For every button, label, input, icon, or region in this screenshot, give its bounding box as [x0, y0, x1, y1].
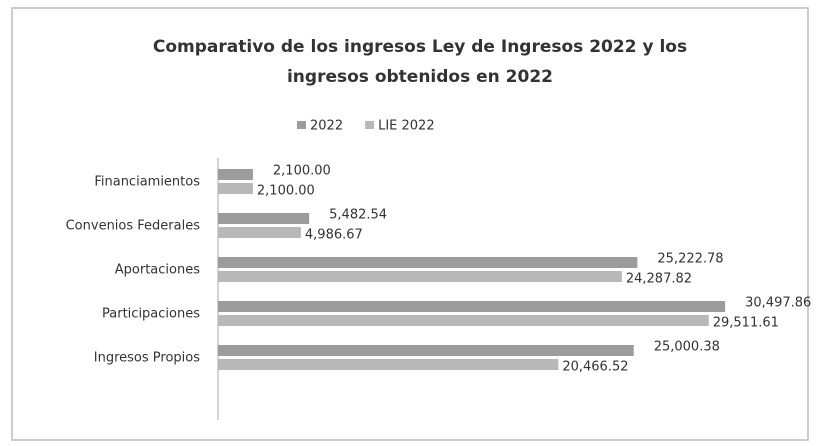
y-tick-label: Aportaciones	[115, 263, 200, 278]
bar	[218, 257, 638, 268]
value-label: 30,497.86	[745, 296, 811, 311]
y-tick-label: Convenios Federales	[66, 219, 201, 234]
bar	[218, 359, 559, 370]
value-label: 29,511.61	[713, 316, 779, 331]
legend-label: LIE 2022	[378, 119, 435, 134]
bar	[218, 183, 253, 194]
value-label: 2,100.00	[273, 164, 331, 179]
value-label: 25,222.78	[657, 252, 723, 267]
value-label: 2,100.00	[257, 184, 315, 199]
y-tick-label: Ingresos Propios	[94, 351, 200, 366]
bar	[218, 227, 301, 238]
value-label: 25,000.38	[654, 340, 720, 355]
value-label: 20,466.52	[562, 360, 628, 375]
y-tick-label: Financiamientos	[94, 175, 200, 190]
bar	[218, 213, 310, 224]
legend-swatch	[365, 121, 375, 129]
bar	[218, 301, 726, 312]
legend-label: 2022	[310, 119, 343, 134]
value-label: 24,287.82	[626, 272, 692, 287]
bar	[218, 345, 634, 356]
value-label: 4,986.67	[305, 228, 363, 243]
bar	[218, 271, 622, 282]
title-line: ingresos obtenidos en 2022	[287, 67, 553, 87]
title-line: Comparativo de los ingresos Ley de Ingre…	[153, 37, 687, 57]
value-label: 5,482.54	[329, 208, 387, 223]
y-tick-label: Participaciones	[102, 307, 200, 322]
chart-title: Comparativo de los ingresos Ley de Ingre…	[153, 37, 687, 87]
bar	[218, 169, 253, 180]
legend-swatch	[297, 121, 306, 129]
bar	[218, 315, 709, 326]
